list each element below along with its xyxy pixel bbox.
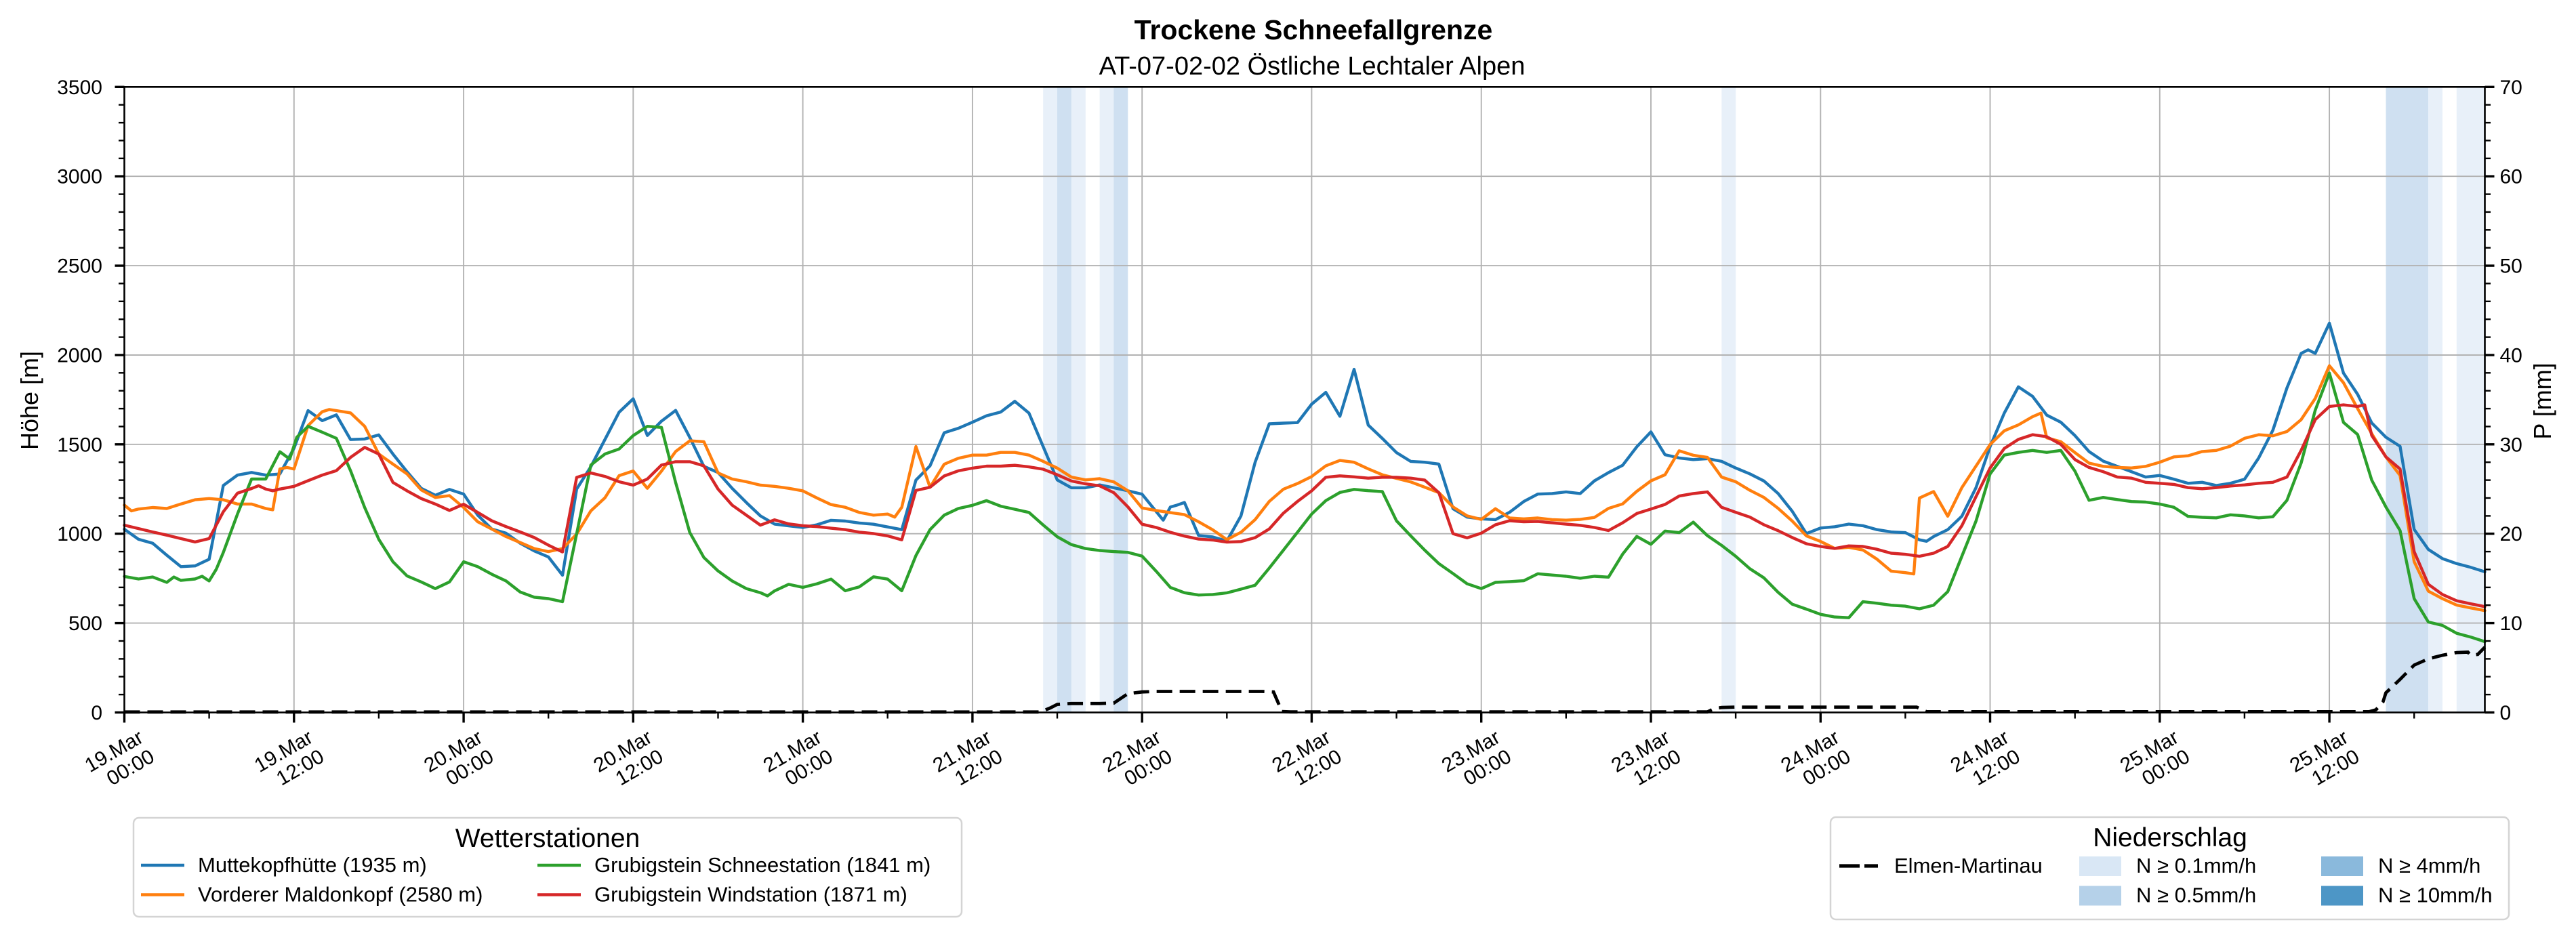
svg-text:Grubigstein Windstation (1871: Grubigstein Windstation (1871 m)	[594, 883, 907, 907]
svg-text:N ≥ 10mm/h: N ≥ 10mm/h	[2378, 884, 2493, 907]
svg-text:1500: 1500	[57, 434, 102, 456]
svg-text:0: 0	[91, 702, 102, 724]
svg-text:70: 70	[2500, 77, 2522, 99]
svg-text:N ≥ 4mm/h: N ≥ 4mm/h	[2378, 854, 2480, 877]
svg-text:1000: 1000	[57, 523, 102, 545]
svg-text:20: 20	[2500, 523, 2522, 545]
svg-text:Vorderer Maldonkopf (2580 m): Vorderer Maldonkopf (2580 m)	[198, 883, 483, 907]
svg-text:3000: 3000	[57, 166, 102, 188]
svg-text:0: 0	[2500, 702, 2512, 724]
svg-text:Muttekopfhütte (1935 m): Muttekopfhütte (1935 m)	[198, 853, 427, 877]
svg-text:Elmen-Martinau: Elmen-Martinau	[1894, 854, 2043, 877]
svg-text:Höhe [m]: Höhe [m]	[16, 351, 43, 450]
svg-text:3500: 3500	[57, 77, 102, 99]
svg-text:2000: 2000	[57, 345, 102, 367]
svg-text:N ≥ 0.1mm/h: N ≥ 0.1mm/h	[2136, 854, 2256, 877]
svg-text:N ≥ 0.5mm/h: N ≥ 0.5mm/h	[2136, 884, 2256, 907]
svg-text:2500: 2500	[57, 255, 102, 278]
svg-text:50: 50	[2500, 255, 2522, 278]
svg-text:Grubigstein Schneestation (184: Grubigstein Schneestation (1841 m)	[594, 853, 931, 877]
svg-text:AT-07-02-02 Östliche Lechtaler: AT-07-02-02 Östliche Lechtaler Alpen	[1099, 52, 1526, 81]
svg-text:40: 40	[2500, 345, 2522, 367]
svg-text:Niederschlag: Niederschlag	[2093, 823, 2247, 852]
svg-text:P [mm]: P [mm]	[2529, 362, 2556, 439]
svg-text:Wetterstationen: Wetterstationen	[455, 824, 640, 853]
svg-text:Trockene Schneefallgrenze: Trockene Schneefallgrenze	[1134, 14, 1493, 45]
svg-text:30: 30	[2500, 434, 2522, 456]
svg-text:60: 60	[2500, 166, 2522, 188]
svg-text:500: 500	[68, 613, 102, 635]
svg-text:10: 10	[2500, 613, 2522, 635]
